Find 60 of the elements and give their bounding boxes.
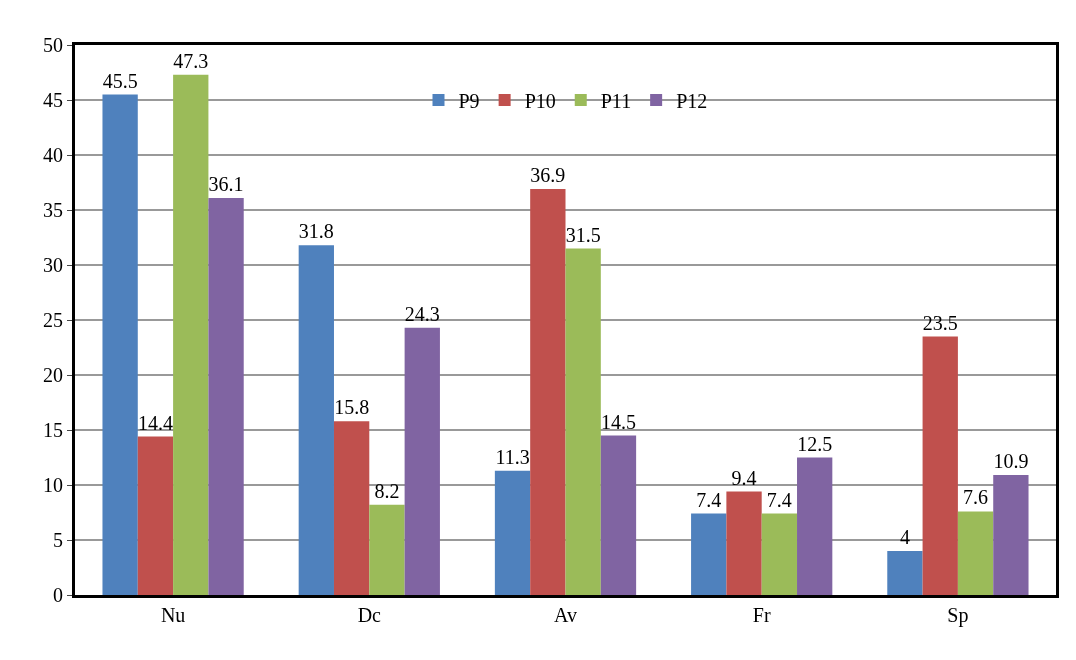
bar — [137, 436, 174, 595]
y-tick-label: 45 — [43, 89, 63, 111]
legend-label: P11 — [600, 89, 632, 112]
bar — [797, 457, 833, 595]
data-label: 45.5 — [102, 69, 138, 92]
data-label: 7.6 — [963, 486, 989, 509]
bar — [102, 94, 138, 595]
y-tick-label: 0 — [53, 584, 63, 606]
y-tick-label: 20 — [43, 364, 63, 386]
data-label: 14.5 — [600, 410, 636, 433]
data-label: 36.9 — [530, 164, 566, 187]
bar — [691, 513, 727, 595]
y-tick-label: 35 — [43, 199, 63, 221]
bar — [993, 475, 1029, 595]
data-label: 31.5 — [565, 223, 601, 246]
data-label: 11.3 — [495, 445, 530, 468]
x-tick-label: Dc — [357, 604, 382, 626]
data-label: 9.4 — [731, 466, 757, 489]
data-label: 47.3 — [173, 49, 209, 72]
bar — [404, 327, 440, 595]
data-label: 31.8 — [298, 220, 334, 243]
x-tick-label: Fr — [752, 604, 771, 626]
bar — [726, 491, 762, 595]
data-label: 10.9 — [993, 450, 1029, 473]
y-tick-label: 5 — [53, 529, 63, 551]
data-label: 36.1 — [208, 172, 244, 195]
data-label: 12.5 — [797, 432, 833, 455]
y-tick-label: 50 — [43, 34, 63, 56]
data-label: 7.4 — [766, 488, 792, 511]
bar — [173, 74, 209, 595]
y-tick-label: 25 — [43, 309, 63, 331]
x-tick-label: Sp — [947, 604, 969, 627]
bar — [565, 248, 601, 595]
bar — [208, 197, 244, 595]
bar — [600, 435, 637, 595]
y-tick-label: 30 — [43, 254, 63, 276]
y-tick-label: 15 — [43, 419, 63, 441]
y-tick-label: 10 — [43, 474, 63, 496]
bar — [887, 551, 923, 595]
legend-label: P9 — [458, 89, 480, 112]
bar — [298, 245, 334, 595]
legend-label: P10 — [524, 89, 556, 112]
data-label: 15.8 — [334, 396, 370, 419]
data-label: 8.2 — [374, 479, 400, 502]
y-tick-label: 40 — [43, 144, 63, 166]
bar — [530, 189, 566, 595]
bar — [369, 504, 405, 595]
x-tick-label: Av — [554, 604, 577, 626]
bar — [333, 421, 370, 595]
data-label: 24.3 — [404, 302, 440, 325]
data-label: 14.4 — [137, 411, 173, 434]
bar — [922, 336, 958, 595]
bar — [494, 470, 531, 595]
data-label: 4 — [899, 526, 910, 548]
data-label: 7.4 — [696, 488, 722, 511]
x-tick-label: Nu — [160, 604, 186, 626]
legend-label: P12 — [676, 89, 708, 112]
bar — [957, 511, 994, 595]
bar — [761, 513, 798, 595]
data-label: 23.5 — [922, 311, 958, 334]
